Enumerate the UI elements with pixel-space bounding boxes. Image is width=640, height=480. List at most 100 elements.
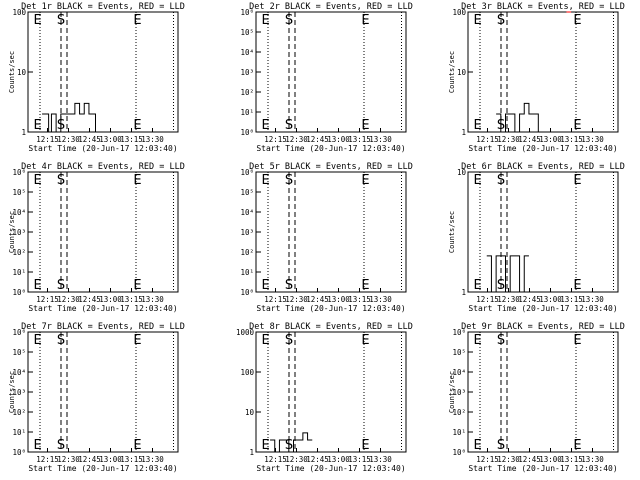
det8-marker-bottom-e: E <box>361 438 369 453</box>
det2-xtick-label: 13:15 <box>348 135 371 144</box>
det6-ytick-label: 1 <box>461 288 466 297</box>
det9-ytick-label: 10¹ <box>452 428 466 437</box>
det5-marker-top-e: E <box>262 173 270 188</box>
det4-marker-top-e: E <box>34 173 42 188</box>
det9-marker-top-e: E <box>474 333 482 348</box>
det8-xtick-label: 12:15 <box>264 455 287 464</box>
det7-ytick-label: 10¹ <box>12 428 26 437</box>
det3-xtick-label: 12:45 <box>518 135 541 144</box>
det2-marker-bottom-e: E <box>361 118 369 133</box>
det8-ytick-label: 100 <box>240 368 254 377</box>
det4-ytick-label: 10⁴ <box>12 208 26 217</box>
det4-xtick-label: 12:30 <box>57 295 80 304</box>
det1-series-events <box>42 102 96 133</box>
det4-xtick-label: 13:30 <box>141 295 164 304</box>
det6-xtick-label: 12:15 <box>476 295 499 304</box>
det5-ytick-label: 10⁰ <box>240 288 254 297</box>
det7-xtick-label: 13:30 <box>141 455 164 464</box>
det9-marker-bottom-e: E <box>474 438 482 453</box>
det5-ytick-label: 10² <box>240 248 254 257</box>
det2-ytick-label: 10⁰ <box>240 128 254 137</box>
det6-ylabel: Counts/sec <box>448 211 456 253</box>
det5-ytick-label: 10⁶ <box>240 168 254 177</box>
det7-marker-bottom-e: E <box>34 438 42 453</box>
det9-xtick-label: 12:45 <box>518 455 541 464</box>
det5-xtick-label: 12:30 <box>285 295 308 304</box>
det3-marker-top-e: E <box>474 13 482 28</box>
det2-xtick-label: 12:45 <box>306 135 329 144</box>
det6-xlabel: Start Time (20-Jun-17 12:03:40) <box>468 304 617 313</box>
det4-xlabel: Start Time (20-Jun-17 12:03:40) <box>28 304 177 313</box>
det9-ytick-label: 10³ <box>452 388 466 397</box>
det5-xtick-label: 13:30 <box>369 295 392 304</box>
det6-marker-top-s: S <box>497 173 505 188</box>
det2-xtick-label: 12:15 <box>264 135 287 144</box>
det3-xtick-label: 12:15 <box>476 135 499 144</box>
det2-xlabel: Start Time (20-Jun-17 12:03:40) <box>256 144 405 153</box>
det5-marker-top-e: E <box>361 173 369 188</box>
det2-marker-bottom-e: E <box>262 118 270 133</box>
det3-xtick-label: 12:30 <box>497 135 520 144</box>
det1-xtick-label: 13:30 <box>141 135 164 144</box>
det1-ytick-label: 1 <box>21 128 26 137</box>
det5-marker-bottom-e: E <box>262 278 270 293</box>
det7-title: Det 7r BLACK = Events, RED = LLD <box>21 322 185 332</box>
det1-xtick-label: 12:45 <box>78 135 101 144</box>
det3-marker-top-s: S <box>497 13 505 28</box>
det7-xtick-label: 13:15 <box>120 455 143 464</box>
det2-xtick-label: 13:30 <box>369 135 392 144</box>
det9-xtick-label: 13:00 <box>539 455 562 464</box>
det7-xtick-label: 12:45 <box>78 455 101 464</box>
det7-marker-top-e: E <box>34 333 42 348</box>
det5-xtick-label: 13:15 <box>348 295 371 304</box>
det9-ytick-label: 10⁶ <box>452 328 466 337</box>
det9-xtick-label: 13:30 <box>581 455 604 464</box>
det7-marker-top-s: S <box>57 333 65 348</box>
det2-ytick-label: 10² <box>240 88 254 97</box>
det7-xtick-label: 13:00 <box>99 455 122 464</box>
det1-xtick-label: 13:15 <box>120 135 143 144</box>
det6-title: Det 6r BLACK = Events, RED = LLD <box>461 162 625 172</box>
det6-xtick-label: 12:45 <box>518 295 541 304</box>
det1-ytick-label: 10 <box>17 68 27 77</box>
det5-marker-bottom-s: S <box>285 278 293 293</box>
det5-ytick-label: 10⁵ <box>240 188 254 197</box>
det4-marker-bottom-e: E <box>133 278 141 293</box>
det5-xlabel: Start Time (20-Jun-17 12:03:40) <box>256 304 405 313</box>
det1-marker-bottom-e: E <box>34 118 42 133</box>
det8-marker-top-e: E <box>262 333 270 348</box>
det3-series-events <box>496 102 539 133</box>
det1-xtick-label: 13:00 <box>99 135 122 144</box>
det6-xtick-label: 13:15 <box>560 295 583 304</box>
det9-ylabel: Counts/sec <box>448 371 456 413</box>
det8-xtick-label: 13:15 <box>348 455 371 464</box>
det7-ylabel: Counts/sec <box>8 371 16 413</box>
det6-series-events <box>486 255 529 293</box>
det4-ytick-label: 10¹ <box>12 268 26 277</box>
det1-title: Det 1r BLACK = Events, RED = LLD <box>21 2 185 12</box>
det3-marker-bottom-e: E <box>474 118 482 133</box>
det9-title: Det 9r BLACK = Events, RED = LLD <box>461 322 625 332</box>
det7-ytick-label: 10⁴ <box>12 368 26 377</box>
det6-ytick-label: 10 <box>457 168 467 177</box>
det2-ytick-label: 10³ <box>240 68 254 77</box>
det3-xtick-label: 13:30 <box>581 135 604 144</box>
det4-ytick-label: 10³ <box>12 228 26 237</box>
det7-ytick-label: 10⁰ <box>12 448 26 457</box>
det4-ytick-label: 10² <box>12 248 26 257</box>
det4-ytick-label: 10⁵ <box>12 188 26 197</box>
det8-ytick-label: 1 <box>249 448 254 457</box>
det2-title: Det 2r BLACK = Events, RED = LLD <box>249 2 413 12</box>
det3-ylabel: Counts/sec <box>448 51 456 93</box>
det1-xlabel: Start Time (20-Jun-17 12:03:40) <box>28 144 177 153</box>
det6-marker-top-e: E <box>573 173 581 188</box>
det2-marker-bottom-s: S <box>285 118 293 133</box>
det7-xtick-label: 12:15 <box>36 455 59 464</box>
det5-ytick-label: 10¹ <box>240 268 254 277</box>
det7-ytick-label: 10³ <box>12 388 26 397</box>
det1-ylabel: Counts/sec <box>8 51 16 93</box>
det8-xtick-label: 12:30 <box>285 455 308 464</box>
det9-marker-bottom-s: S <box>497 438 505 453</box>
det2-marker-top-s: S <box>285 13 293 28</box>
det1-marker-bottom-e: E <box>133 118 141 133</box>
